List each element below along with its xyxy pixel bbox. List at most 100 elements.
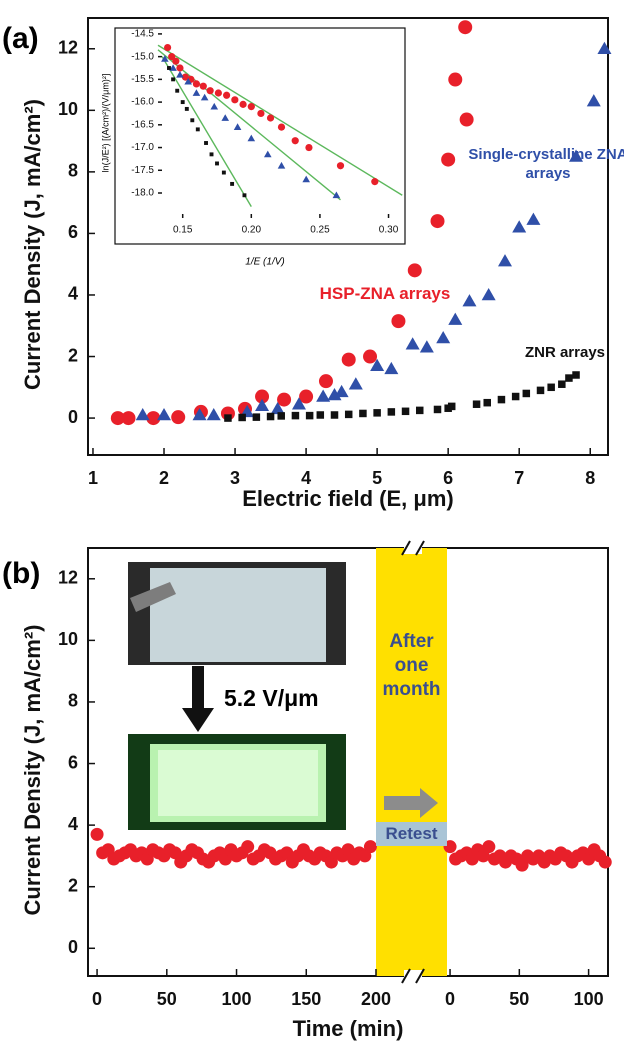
series-label-box: HSP-ZNA arrays: [300, 283, 470, 343]
marker: [460, 113, 474, 127]
x-tick-label: 4: [301, 468, 311, 488]
y-tick-label: -17.5: [131, 165, 154, 176]
x-tick-label: 2: [159, 468, 169, 488]
marker: [241, 840, 254, 853]
y-tick-label: -16.0: [131, 97, 154, 108]
marker: [277, 412, 285, 420]
x-tick-label: 200: [361, 989, 391, 1009]
x-tick-label: 3: [230, 468, 240, 488]
x-tick-label: 8: [585, 468, 595, 488]
marker: [171, 77, 175, 81]
y-tick-label: 8: [68, 161, 78, 181]
x-tick-label: 0: [445, 989, 455, 1009]
marker: [196, 127, 200, 131]
marker: [342, 353, 356, 367]
marker: [267, 413, 275, 421]
x-tick-label: 0.20: [242, 225, 262, 236]
marker: [223, 92, 230, 99]
marker: [319, 374, 333, 388]
panel-label: (a): [2, 22, 39, 55]
marker: [473, 400, 481, 408]
inset-x-title: 1/E (1/V): [245, 257, 284, 268]
marker: [230, 182, 234, 186]
x-tick-label: 100: [574, 989, 604, 1009]
marker: [434, 406, 442, 414]
y-tick-label: 2: [68, 875, 78, 895]
y-tick-label: 2: [68, 345, 78, 365]
marker: [257, 110, 264, 117]
marker: [181, 100, 185, 104]
y-tick-label: -18.0: [131, 188, 154, 199]
marker: [363, 350, 377, 364]
y-tick-label: 8: [68, 691, 78, 711]
series-label: ZNR arrays: [505, 344, 624, 363]
x-tick-label: 0: [92, 989, 102, 1009]
marker: [345, 411, 353, 419]
x-tick-label: 50: [157, 989, 177, 1009]
marker: [176, 64, 183, 71]
y-tick-label: 12: [58, 568, 78, 588]
y-tick-label: -16.5: [131, 119, 154, 130]
x-tick-label: 150: [291, 989, 321, 1009]
marker: [292, 137, 299, 144]
y-tick-label: -15.0: [131, 51, 154, 62]
y-tick-label: 6: [68, 222, 78, 242]
y-tick-label: -14.5: [131, 29, 154, 40]
marker: [278, 123, 285, 130]
series-label: Single-crystalline ZNA arrays: [468, 146, 624, 184]
y-axis-title: Current Density (J, mA/cm²): [20, 625, 45, 916]
y-tick-label: 0: [68, 407, 78, 427]
band-label: After one month: [376, 630, 447, 701]
marker: [416, 407, 424, 415]
marker: [373, 409, 381, 417]
photo-glow: [158, 750, 318, 816]
marker: [267, 114, 274, 121]
marker: [305, 144, 312, 151]
marker: [215, 162, 219, 166]
marker: [482, 840, 495, 853]
x-axis-title: Time (min): [293, 1016, 404, 1041]
marker: [224, 414, 232, 422]
marker: [292, 412, 300, 420]
marker: [599, 856, 612, 869]
marker: [337, 162, 344, 169]
y-tick-label: -17.0: [131, 142, 154, 153]
y-tick-label: 4: [68, 814, 78, 834]
marker: [238, 414, 246, 422]
marker: [458, 20, 472, 34]
panel-label: (b): [2, 557, 40, 590]
marker: [190, 118, 194, 122]
marker: [193, 80, 200, 87]
marker: [408, 263, 422, 277]
marker: [248, 103, 255, 110]
retest-label: Retest: [376, 823, 447, 844]
series-label-box: Single-crystalline ZNA arrays: [468, 146, 624, 206]
y-tick-label: -15.5: [131, 74, 154, 85]
x-tick-label: 0.15: [173, 225, 193, 236]
marker: [371, 178, 378, 185]
marker: [200, 83, 207, 90]
marker: [253, 413, 261, 421]
inset-frame: [115, 28, 405, 244]
marker: [215, 89, 222, 96]
series-label: HSP-ZNA arrays: [300, 283, 470, 304]
series-label-box: ZNR arrays: [505, 344, 624, 404]
retest-label-box: Retest: [376, 823, 447, 847]
x-tick-label: 100: [222, 989, 252, 1009]
x-tick-label: 5: [372, 468, 382, 488]
marker: [121, 411, 135, 425]
marker: [167, 66, 171, 70]
y-tick-label: 6: [68, 752, 78, 772]
marker: [448, 73, 462, 87]
y-axis-title: Current Density (J, mA/cm²): [20, 99, 45, 390]
marker: [185, 107, 189, 111]
marker: [441, 153, 455, 167]
x-axis-title: Electric field (E, μm): [242, 486, 454, 511]
field-label: 5.2 V/μm: [224, 685, 319, 711]
marker: [483, 399, 491, 407]
marker: [359, 410, 367, 418]
marker: [231, 96, 238, 103]
marker: [172, 58, 179, 65]
x-tick-label: 0.30: [379, 225, 399, 236]
y-tick-label: 10: [58, 99, 78, 119]
